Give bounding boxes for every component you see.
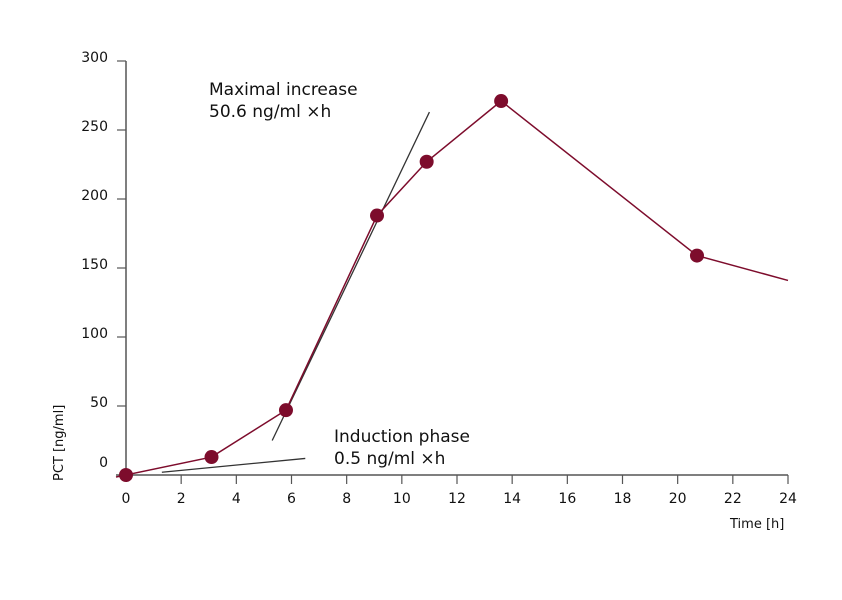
data-point [419, 154, 434, 169]
annotation-max-value: 50.6 ng/ml ×h [209, 102, 331, 122]
x-tick-label: 10 [393, 491, 411, 507]
x-axis-label: Time [h] [729, 517, 784, 532]
y-tick-label: 250 [81, 119, 108, 135]
x-tick-label: 6 [287, 491, 296, 507]
tangent-line-1 [161, 457, 306, 473]
data-point [278, 403, 293, 418]
data-point [119, 468, 133, 482]
y-tick-label: 200 [81, 188, 108, 204]
x-tick-label: 4 [232, 491, 241, 507]
x-tick-label: 16 [558, 491, 576, 507]
data-point [370, 208, 385, 223]
x-tick-label: 0 [122, 491, 131, 507]
tangent-line-0 [271, 111, 431, 441]
x-tick-label: 20 [669, 491, 687, 507]
y-tick-label: 0 [99, 455, 108, 471]
x-tick-label: 18 [614, 491, 632, 507]
annotation-induction-value: 0.5 ng/ml ×h [334, 449, 445, 469]
tangent-lines [161, 111, 431, 473]
series [115, 94, 789, 482]
y-tick-label: 50 [90, 395, 108, 411]
x-tick-label: 12 [448, 491, 466, 507]
annotation-induction-title: Induction phase [334, 427, 470, 447]
data-point [494, 94, 509, 109]
data-point [204, 450, 219, 465]
x-tick-label: 22 [724, 491, 742, 507]
series-line [115, 100, 789, 478]
annotation-max-title: Maximal increase [209, 80, 358, 100]
y-tick-label: 300 [81, 50, 108, 66]
x-tick-label: 2 [177, 491, 186, 507]
x-tick-label: 24 [779, 491, 797, 507]
data-point [689, 248, 704, 263]
x-tick-label: 14 [503, 491, 521, 507]
y-tick-label: 150 [81, 257, 108, 273]
y-tick-label: 100 [81, 326, 108, 342]
axes [116, 61, 788, 476]
y-axis-label: PCT [ng/ml] [52, 405, 67, 481]
x-tick-label: 8 [342, 491, 351, 507]
